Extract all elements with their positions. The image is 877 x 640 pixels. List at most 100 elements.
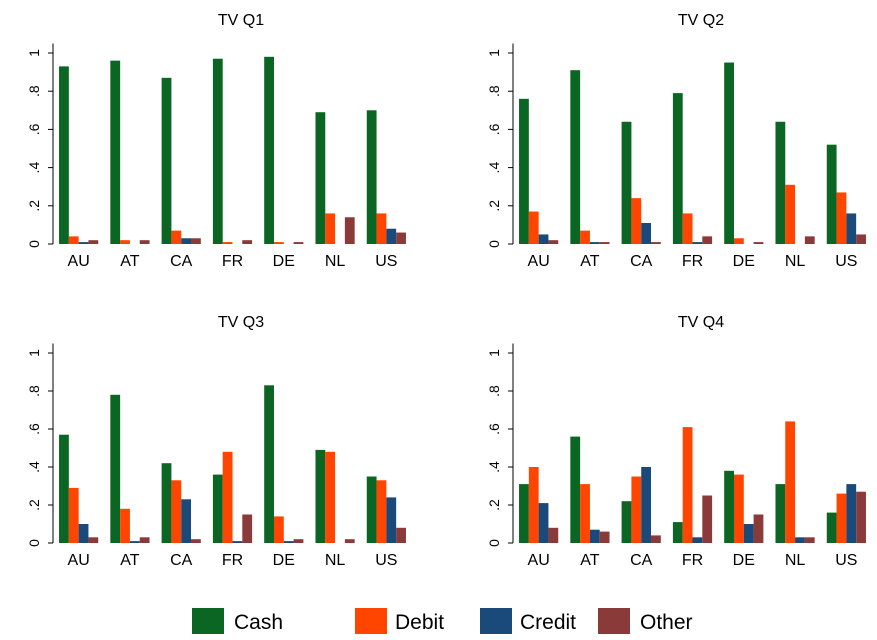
x-tick-label: FR <box>222 552 243 569</box>
panel-title: TV Q4 <box>678 314 724 331</box>
bar-other-fr <box>242 514 253 543</box>
x-tick-label: AU <box>68 253 90 270</box>
bar-debit-fr <box>682 213 693 244</box>
x-tick-label: DE <box>733 552 755 569</box>
bar-debit-de <box>733 474 744 543</box>
bar-credit-au <box>538 503 549 543</box>
x-tick-label: DE <box>273 552 295 569</box>
y-tick-label: .2 <box>486 200 502 212</box>
bar-other-at <box>139 537 150 543</box>
bar-cash-fr <box>212 474 223 543</box>
bar-debit-nl <box>785 184 796 244</box>
x-tick-label: AU <box>528 253 550 270</box>
x-tick-label: NL <box>785 253 806 270</box>
bar-other-us <box>396 527 406 543</box>
bar-cash-au <box>59 434 69 543</box>
bar-cash-de <box>724 470 734 543</box>
bar-cash-fr <box>672 522 683 543</box>
bar-cash-fr <box>672 93 683 244</box>
x-tick-label: AT <box>120 253 139 270</box>
bar-credit-at <box>589 529 600 543</box>
bar-cash-us <box>366 476 377 543</box>
x-tick-label: DE <box>273 253 295 270</box>
x-tick-label: US <box>835 552 857 569</box>
legend-swatch-cash <box>192 608 224 634</box>
bar-other-fr <box>702 236 713 244</box>
x-tick-label: FR <box>222 253 243 270</box>
bar-debit-nl <box>325 213 336 244</box>
legend-label-other: Other <box>640 611 693 634</box>
bar-debit-de <box>273 242 284 244</box>
bar-cash-at <box>110 394 121 543</box>
x-tick-label: AU <box>528 552 550 569</box>
bar-other-au <box>88 537 99 543</box>
bar-cash-us <box>826 512 837 543</box>
x-tick-label: DE <box>733 253 755 270</box>
x-tick-label: FR <box>682 253 703 270</box>
bar-cash-ca <box>621 501 632 543</box>
legend-item-credit: Credit <box>480 608 576 634</box>
panel-tv-q2: TV Q2 0 .2 .4 .6 .8 1 AU AT CA FR DE NL US <box>486 12 866 270</box>
bar-other-nl <box>804 236 815 244</box>
x-tick-label: US <box>375 253 397 270</box>
bar-other-at <box>599 531 610 543</box>
y-tick-label: .8 <box>486 385 502 397</box>
bar-credit-ca <box>181 238 192 244</box>
panel-tv-q3: TV Q3 0 .2 .4 .6 .8 1 AU AT CA FR DE NL US <box>26 314 406 569</box>
x-tick-label: CA <box>170 552 193 569</box>
bar-credit-de <box>743 524 754 543</box>
bar-other-ca <box>651 535 661 543</box>
bar-credit-us <box>846 213 857 244</box>
y-tick-label: .4 <box>26 461 42 473</box>
x-tick-label: US <box>375 552 397 569</box>
y-tick-label: 0 <box>486 539 502 547</box>
x-tick-label: AU <box>68 552 90 569</box>
y-tick-label: .6 <box>26 423 42 435</box>
bar-other-us <box>396 232 406 244</box>
bar-cash-fr <box>212 58 223 245</box>
bar-debit-de <box>273 516 284 543</box>
bar-cash-nl <box>775 484 786 543</box>
x-tick-label: NL <box>785 552 806 569</box>
x-tick-label: AT <box>580 253 599 270</box>
bar-other-at <box>139 240 150 244</box>
bar-other-ca <box>651 242 661 244</box>
bar-debit-au <box>528 211 539 244</box>
bar-other-de <box>753 242 764 244</box>
bar-cash-at <box>570 70 581 244</box>
bar-other-de <box>293 242 304 244</box>
bar-debit-at <box>580 230 590 244</box>
x-tick-label: CA <box>630 552 653 569</box>
y-tick-label: .8 <box>486 85 502 97</box>
bar-cash-nl <box>315 449 326 543</box>
x-tick-label: FR <box>682 552 703 569</box>
bar-debit-nl <box>325 451 336 543</box>
panel-tv-q4: TV Q4 0 .2 .4 .6 .8 1 AU AT CA FR DE NL US <box>486 314 866 569</box>
bar-other-us <box>856 234 866 244</box>
y-tick-label: 0 <box>486 240 502 248</box>
x-tick-label: US <box>835 253 857 270</box>
bar-cash-at <box>570 436 581 543</box>
y-tick-label: .4 <box>486 461 502 473</box>
y-tick-label: 1 <box>26 349 42 357</box>
bar-cash-nl <box>775 121 786 244</box>
bar-other-nl <box>344 539 355 543</box>
bar-debit-us <box>836 192 847 244</box>
bar-debit-au <box>68 236 79 244</box>
bar-credit-nl <box>795 537 805 543</box>
legend-item-other: Other <box>598 608 693 634</box>
bar-credit-fr <box>692 537 703 543</box>
bar-debit-fr <box>222 242 233 244</box>
y-tick-label: 0 <box>26 240 42 248</box>
bar-debit-us <box>376 480 387 543</box>
legend-item-debit: Debit <box>355 608 444 634</box>
y-tick-label: .6 <box>486 423 502 435</box>
legend-label-debit: Debit <box>395 611 444 634</box>
bar-other-nl <box>344 217 355 244</box>
bar-other-nl <box>804 537 815 543</box>
bar-other-de <box>293 539 304 543</box>
chart-panels: TV Q1 0 .2 .4 .6 .8 1 AU AT CA FR DE NL US TV Q2 0 .2 .4.… <box>26 12 866 569</box>
bar-credit-de <box>283 541 294 543</box>
bar-other-at <box>599 242 610 244</box>
